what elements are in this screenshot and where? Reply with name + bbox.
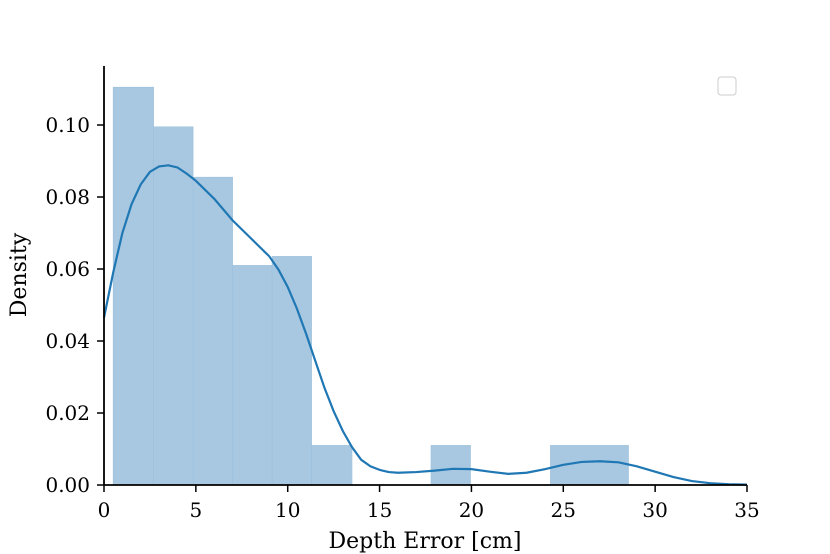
histogram-bar bbox=[271, 256, 312, 486]
y-axis-ticks: 0.00 0.02 0.04 0.06 0.08 0.10 bbox=[45, 113, 104, 497]
x-tick-label: 10 bbox=[275, 498, 300, 522]
histogram-bar bbox=[430, 445, 471, 486]
y-tick-label: 0.00 bbox=[45, 473, 90, 497]
x-tick-label: 5 bbox=[189, 498, 202, 522]
x-tick-label: 0 bbox=[98, 498, 111, 522]
y-tick-label: 0.04 bbox=[45, 329, 90, 353]
y-axis-label: Density bbox=[7, 232, 32, 317]
histogram-bar bbox=[232, 265, 273, 486]
histogram-bar bbox=[192, 176, 233, 486]
y-tick-label: 0.02 bbox=[45, 401, 90, 425]
x-tick-label: 15 bbox=[367, 498, 392, 522]
legend-box bbox=[717, 76, 737, 96]
histogram-bar bbox=[153, 126, 194, 486]
y-tick-label: 0.08 bbox=[45, 185, 90, 209]
x-axis-label: Depth Error [cm] bbox=[329, 529, 522, 554]
x-tick-label: 35 bbox=[734, 498, 759, 522]
x-tick-label: 20 bbox=[459, 498, 484, 522]
y-tick-label: 0.06 bbox=[45, 257, 90, 281]
x-tick-label: 25 bbox=[551, 498, 576, 522]
histogram-bars bbox=[112, 86, 629, 486]
x-tick-label: 30 bbox=[642, 498, 667, 522]
kde-density-line bbox=[102, 164, 748, 486]
histogram-bar bbox=[112, 86, 154, 486]
y-tick-label: 0.10 bbox=[45, 113, 90, 137]
x-axis-ticks: 0 5 10 15 20 25 30 35 bbox=[98, 485, 760, 522]
histogram-bar bbox=[311, 445, 353, 486]
